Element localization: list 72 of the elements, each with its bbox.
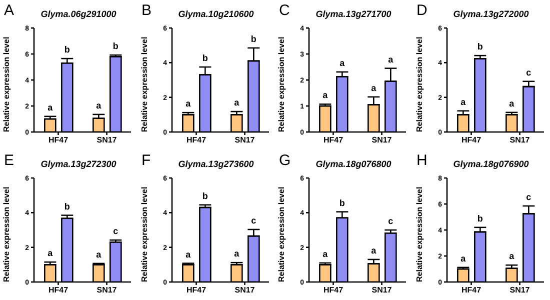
data-label: a bbox=[322, 90, 329, 100]
x-tick-label: HF47 bbox=[186, 136, 206, 145]
data-label: c bbox=[388, 216, 394, 226]
data-label: a bbox=[460, 253, 466, 264]
x-tick-label: SN17 bbox=[372, 286, 392, 295]
data-label: c bbox=[526, 67, 531, 78]
data-label: a bbox=[371, 245, 378, 256]
x-tick-label: SN17 bbox=[234, 136, 255, 145]
x-tick-label: SN17 bbox=[509, 136, 530, 145]
x-tick-label: SN17 bbox=[234, 286, 255, 295]
data-label: a bbox=[185, 249, 192, 260]
data-label: b bbox=[112, 41, 119, 52]
data-label: a bbox=[340, 58, 346, 68]
text: H bbox=[416, 152, 428, 169]
data-label: a bbox=[460, 96, 466, 107]
data-label: b bbox=[476, 42, 483, 52]
data-label: b bbox=[202, 53, 208, 63]
data-label: b bbox=[250, 34, 256, 44]
text: C bbox=[279, 2, 290, 19]
y-axis-title: Relative expression level bbox=[2, 186, 11, 282]
text: E bbox=[4, 152, 14, 169]
chart-title: Glyma.06g291000 bbox=[40, 9, 118, 19]
x-tick-label: HF47 bbox=[48, 136, 69, 145]
data-label: a bbox=[234, 98, 240, 108]
chart-title: Glyma.18g076800 bbox=[314, 159, 392, 169]
text: B bbox=[142, 2, 152, 19]
chart-title: Glyma.18g076900 bbox=[452, 159, 530, 169]
chart-title: Glyma.13g271700 bbox=[314, 9, 392, 19]
data-label: a bbox=[96, 249, 102, 260]
y-axis-title: Relative expression level bbox=[414, 186, 424, 282]
data-label: c bbox=[113, 226, 118, 236]
y-axis-title: Relative expression level bbox=[2, 36, 11, 132]
text: D bbox=[416, 2, 428, 19]
x-tick-label: SN17 bbox=[509, 286, 530, 295]
y-axis-title: Relative expression level bbox=[276, 186, 286, 282]
x-tick-label: SN17 bbox=[96, 286, 118, 295]
data-label: a bbox=[388, 54, 394, 64]
y-axis-title: Relative expression level bbox=[139, 186, 148, 282]
data-label: c bbox=[250, 215, 256, 226]
chart-title: Glyma.13g273600 bbox=[177, 159, 255, 169]
chart-title: Glyma.13g272000 bbox=[452, 9, 530, 19]
x-tick-label: HF47 bbox=[186, 286, 206, 295]
text: G bbox=[279, 152, 291, 169]
data-label: c bbox=[526, 192, 531, 202]
data-label: b bbox=[64, 201, 70, 212]
data-label: b bbox=[64, 44, 70, 55]
x-tick-label: HF47 bbox=[323, 136, 344, 145]
data-label: a bbox=[185, 98, 192, 109]
text: A bbox=[4, 2, 14, 19]
text: F bbox=[142, 152, 151, 169]
x-tick-label: SN17 bbox=[372, 136, 392, 145]
y-axis-title: Relative expression level bbox=[414, 36, 424, 132]
x-tick-label: HF47 bbox=[48, 286, 69, 295]
x-tick-label: SN17 bbox=[96, 136, 118, 145]
y-axis-title: Relative expression level bbox=[276, 36, 286, 132]
data-label: b bbox=[476, 213, 483, 224]
x-tick-label: HF47 bbox=[323, 286, 344, 295]
data-label: a bbox=[234, 248, 240, 259]
data-label: b bbox=[202, 190, 208, 201]
data-label: a bbox=[371, 82, 378, 93]
x-tick-label: HF47 bbox=[460, 136, 482, 145]
data-label: a bbox=[508, 251, 515, 262]
data-label: a bbox=[48, 102, 54, 112]
chart-title: Glyma.10g210600 bbox=[177, 9, 255, 19]
data-label: a bbox=[508, 98, 515, 108]
data-label: a bbox=[48, 248, 54, 258]
data-label: a bbox=[322, 248, 329, 259]
x-tick-label: HF47 bbox=[460, 286, 482, 295]
y-axis-title: Relative expression level bbox=[139, 36, 148, 132]
chart-title: Glyma.13g272300 bbox=[40, 159, 118, 169]
data-label: b bbox=[339, 198, 346, 208]
data-label: a bbox=[96, 100, 102, 110]
